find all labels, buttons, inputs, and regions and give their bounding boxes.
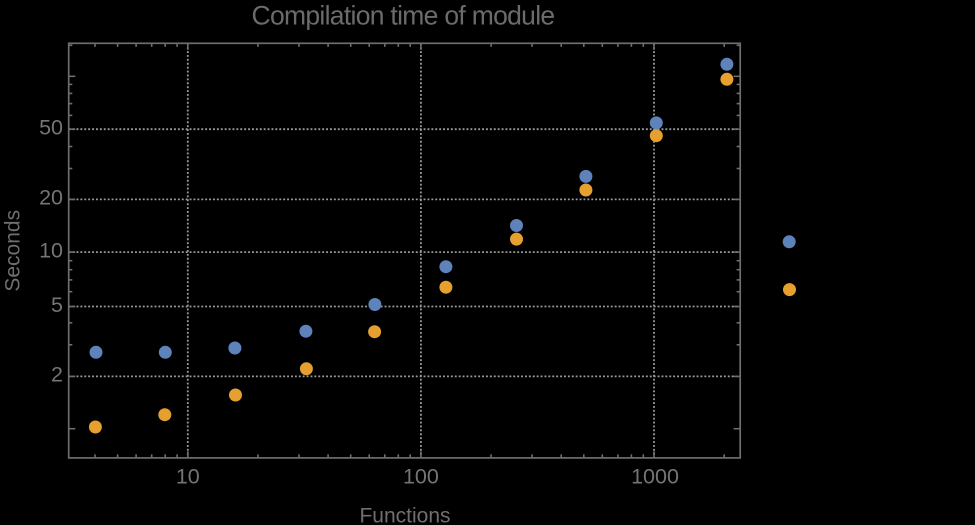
svg-text:1000: 1000 — [631, 465, 679, 489]
svg-text:2: 2 — [51, 363, 63, 387]
svg-text:10: 10 — [176, 465, 200, 489]
svg-text:Seconds: Seconds — [2, 210, 25, 292]
svg-text:100: 100 — [403, 465, 439, 489]
svg-text:5: 5 — [51, 293, 63, 317]
svg-text:Compilation time of module: Compilation time of module — [252, 1, 555, 31]
svg-text:20: 20 — [39, 186, 63, 210]
svg-text:10: 10 — [39, 238, 63, 262]
svg-text:Functions: Functions — [359, 505, 450, 525]
svg-text:50: 50 — [39, 116, 63, 140]
